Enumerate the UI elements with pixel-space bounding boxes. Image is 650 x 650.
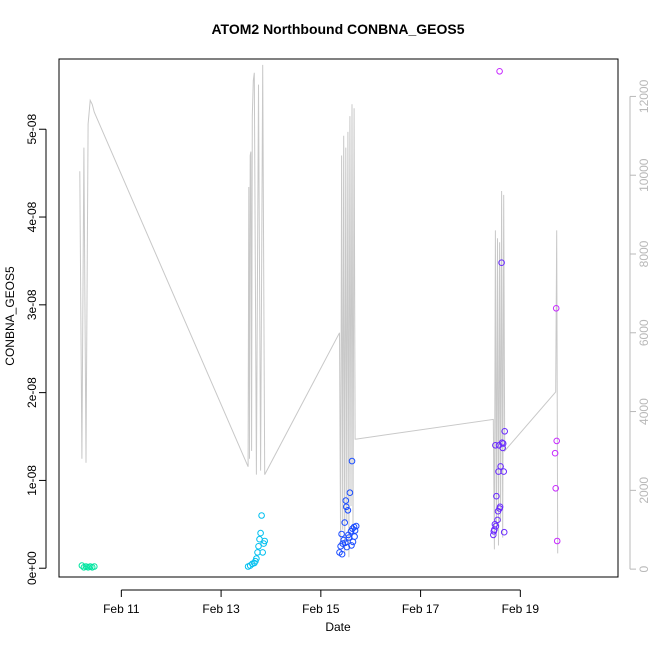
y-tick-label: 5e-08 (25, 114, 39, 145)
y-tick-label: 4e-08 (25, 201, 39, 232)
x-tick-label: Feb 13 (202, 602, 240, 616)
y-tick-label: 0e+00 (25, 551, 39, 585)
y-tick-label: 3e-08 (25, 289, 39, 320)
chart-title: ATOM2 Northbound CONBNA_GEOS5 (211, 21, 464, 37)
x-axis-label: Date (325, 620, 351, 634)
y2-tick-label: 12000 (637, 79, 650, 113)
data-point (500, 528, 508, 536)
data-point (351, 533, 358, 540)
data-point (552, 305, 560, 312)
data-point (552, 485, 560, 492)
data-point (345, 531, 352, 539)
data-point (500, 468, 508, 475)
y2-tick-label: 6000 (637, 319, 650, 346)
data-point (495, 442, 503, 449)
data-point (346, 489, 354, 497)
plot-frame (58, 58, 619, 578)
data-point (553, 437, 561, 445)
x-tick-label: Feb 15 (302, 602, 340, 616)
data-point (342, 497, 350, 504)
y-axis-label: CONBNA_GEOS5 (3, 266, 17, 366)
data-point (255, 543, 262, 550)
data-point (551, 449, 559, 457)
data-point (341, 519, 349, 526)
data-point (348, 542, 355, 549)
data-point (91, 563, 98, 570)
altitude-line (79, 64, 559, 558)
data-point (338, 550, 346, 558)
x-tick-label: Feb 19 (502, 602, 540, 616)
data-point (257, 529, 264, 537)
y2-tick-label: 0 (637, 565, 650, 572)
data-point (553, 537, 561, 545)
data-point (338, 530, 345, 538)
data-point (253, 555, 260, 562)
data-point (492, 442, 499, 449)
y-tick-label: 2e-08 (25, 377, 39, 408)
data-point (342, 539, 349, 547)
y2-tick-label: 8000 (637, 240, 650, 267)
data-point (261, 537, 269, 545)
axes-layer: Feb 11 Feb 13 Feb 15 Feb 17 Feb 19 0e+00 1e-08… (25, 79, 650, 615)
y2-tick-label: 4000 (637, 398, 650, 425)
data-point (348, 457, 356, 465)
data-point (491, 521, 499, 528)
data-point (258, 512, 265, 519)
points-layer (78, 68, 561, 571)
data-point (501, 428, 509, 435)
x-tick-label: Feb 11 (103, 602, 140, 616)
data-point (493, 492, 500, 500)
y-tick-label: 1e-08 (25, 465, 39, 496)
y2-tick-label: 2000 (637, 477, 650, 504)
data-point (78, 562, 86, 569)
data-point (496, 503, 504, 511)
data-point (499, 440, 507, 447)
data-point (498, 259, 505, 267)
data-point (496, 68, 503, 75)
y2-tick-label: 10000 (637, 158, 650, 192)
data-point (349, 525, 356, 533)
data-point (344, 507, 352, 514)
altitude-layer (79, 64, 559, 558)
data-point (349, 538, 357, 546)
data-point (259, 549, 267, 556)
x-tick-label: Feb 17 (402, 602, 440, 616)
data-point (497, 463, 504, 470)
data-point (343, 503, 350, 511)
